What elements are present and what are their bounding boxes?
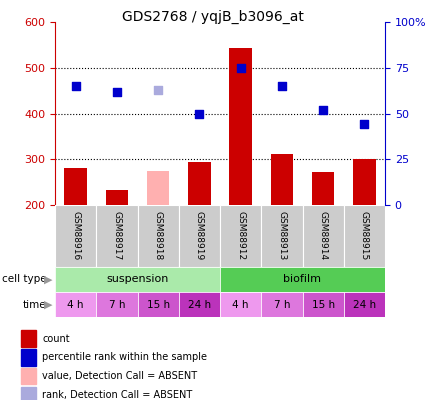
- Point: [113, 88, 120, 95]
- Bar: [303, 292, 344, 317]
- Text: GSM88914: GSM88914: [319, 211, 328, 260]
- Text: count: count: [42, 333, 70, 343]
- Bar: [179, 292, 220, 317]
- Bar: [138, 205, 179, 267]
- Text: 7 h: 7 h: [274, 300, 290, 309]
- Bar: [96, 205, 138, 267]
- Text: 24 h: 24 h: [188, 300, 211, 309]
- Bar: [303, 205, 344, 267]
- Text: 15 h: 15 h: [312, 300, 335, 309]
- Text: ▶: ▶: [44, 275, 53, 284]
- Text: GSM88912: GSM88912: [236, 211, 245, 260]
- Bar: [312, 172, 334, 205]
- Bar: [21, 330, 36, 347]
- Point: [196, 110, 203, 117]
- Bar: [261, 292, 303, 317]
- Bar: [220, 205, 261, 267]
- Bar: [353, 159, 376, 205]
- Text: 4 h: 4 h: [68, 300, 84, 309]
- Bar: [64, 168, 87, 205]
- Bar: [138, 292, 179, 317]
- Text: rank, Detection Call = ABSENT: rank, Detection Call = ABSENT: [42, 390, 193, 400]
- Text: GSM88918: GSM88918: [153, 211, 163, 261]
- Bar: [261, 205, 303, 267]
- Text: 7 h: 7 h: [109, 300, 125, 309]
- Point: [155, 87, 162, 93]
- Text: GSM88913: GSM88913: [278, 211, 286, 261]
- Bar: [188, 162, 211, 205]
- Bar: [229, 48, 252, 205]
- Text: value, Detection Call = ABSENT: value, Detection Call = ABSENT: [42, 371, 198, 381]
- Text: 24 h: 24 h: [353, 300, 376, 309]
- Text: 4 h: 4 h: [232, 300, 249, 309]
- Text: GSM88916: GSM88916: [71, 211, 80, 261]
- Point: [320, 107, 326, 113]
- Text: cell type: cell type: [2, 275, 46, 284]
- Point: [72, 83, 79, 89]
- Bar: [220, 267, 385, 292]
- Text: suspension: suspension: [106, 275, 169, 284]
- Bar: [55, 267, 220, 292]
- Bar: [21, 349, 36, 365]
- Text: ▶: ▶: [44, 300, 53, 309]
- Bar: [147, 171, 170, 205]
- Text: GSM88915: GSM88915: [360, 211, 369, 261]
- Bar: [105, 190, 128, 205]
- Text: time: time: [23, 300, 46, 309]
- Text: percentile rank within the sample: percentile rank within the sample: [42, 352, 207, 362]
- Point: [237, 64, 244, 71]
- Bar: [220, 292, 261, 317]
- Point: [361, 121, 368, 128]
- Bar: [179, 205, 220, 267]
- Bar: [55, 292, 96, 317]
- Text: GDS2768 / yqjB_b3096_at: GDS2768 / yqjB_b3096_at: [122, 10, 303, 24]
- Bar: [344, 205, 385, 267]
- Bar: [344, 292, 385, 317]
- Bar: [21, 368, 36, 384]
- Text: 15 h: 15 h: [147, 300, 170, 309]
- Bar: [55, 205, 96, 267]
- Bar: [96, 292, 138, 317]
- Text: GSM88917: GSM88917: [112, 211, 122, 261]
- Point: [278, 83, 285, 89]
- Bar: [271, 154, 293, 205]
- Bar: [21, 386, 36, 403]
- Text: biofilm: biofilm: [283, 275, 321, 284]
- Text: GSM88919: GSM88919: [195, 211, 204, 261]
